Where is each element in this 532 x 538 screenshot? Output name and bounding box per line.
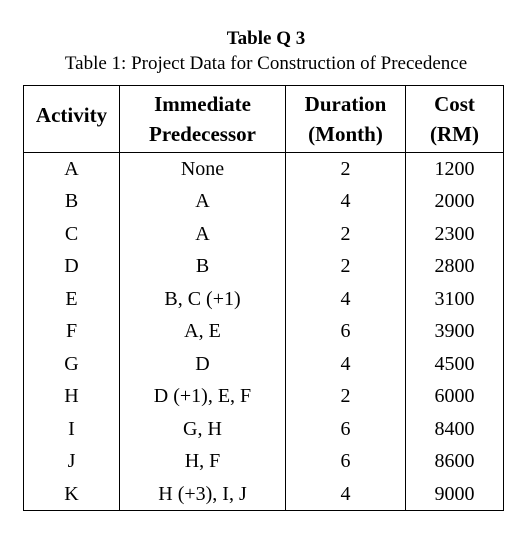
duration-cell: 6 — [285, 315, 406, 348]
table-row: E B, C (+1) 4 3100 — [23, 282, 504, 315]
column-header-activity-label: Activity — [35, 103, 108, 127]
duration-cell: 4 — [285, 477, 406, 511]
column-header-duration-line-2: (Month) — [308, 122, 383, 146]
predecessor-cell: A — [119, 185, 286, 218]
cost-cell: 6000 — [405, 380, 504, 413]
table-row: F A, E 6 3900 — [23, 315, 504, 348]
project-data-table: Activity Immediate Predecessor Duration … — [23, 85, 504, 511]
table-caption: Table 1: Project Data for Construction o… — [64, 53, 468, 74]
activity-cell: H — [23, 380, 120, 413]
cost-cell: 1200 — [405, 152, 504, 185]
table-row: D B 2 2800 — [23, 250, 504, 283]
activity-cell: B — [23, 185, 120, 218]
cost-cell: 2300 — [405, 217, 504, 250]
column-header-cost-line-2: (RM) — [430, 122, 479, 146]
cost-cell: 2000 — [405, 185, 504, 218]
activity-cell: D — [23, 250, 120, 283]
table-heading: Table Q 3 — [226, 28, 306, 49]
cost-cell: 8400 — [405, 412, 504, 445]
cost-cell: 8600 — [405, 445, 504, 478]
column-header-duration-line-1: Duration — [304, 92, 387, 116]
column-header-predecessor: Immediate Predecessor — [119, 85, 286, 153]
table-row: A None 2 1200 — [23, 152, 504, 185]
predecessor-cell: A, E — [119, 315, 286, 348]
duration-cell: 4 — [285, 282, 406, 315]
duration-cell: 4 — [285, 185, 406, 218]
cost-cell: 9000 — [405, 477, 504, 511]
column-header-cost-line-1: Cost — [434, 92, 475, 116]
column-header-cost: Cost (RM) — [405, 85, 504, 153]
header-row: Activity Immediate Predecessor Duration … — [23, 85, 504, 153]
table-row: I G, H 6 8400 — [23, 412, 504, 445]
activity-cell: K — [23, 477, 120, 511]
cost-cell: 4500 — [405, 347, 504, 380]
predecessor-cell: H (+3), I, J — [119, 477, 286, 511]
duration-cell: 6 — [285, 412, 406, 445]
table-row: C A 2 2300 — [23, 217, 504, 250]
activity-cell: G — [23, 347, 120, 380]
column-header-duration: Duration (Month) — [285, 85, 406, 153]
table-row: G D 4 4500 — [23, 347, 504, 380]
activity-cell: A — [23, 152, 120, 185]
predecessor-cell: G, H — [119, 412, 286, 445]
activity-cell: C — [23, 217, 120, 250]
duration-cell: 2 — [285, 250, 406, 283]
predecessor-cell: A — [119, 217, 286, 250]
cost-cell: 3900 — [405, 315, 504, 348]
column-header-activity: Activity — [23, 85, 120, 153]
table-row: B A 4 2000 — [23, 185, 504, 218]
duration-cell: 6 — [285, 445, 406, 478]
predecessor-cell: D (+1), E, F — [119, 380, 286, 413]
column-header-predecessor-line-1: Immediate — [154, 92, 251, 116]
table-row: J H, F 6 8600 — [23, 445, 504, 478]
cost-cell: 2800 — [405, 250, 504, 283]
activity-cell: J — [23, 445, 120, 478]
column-header-predecessor-line-2: Predecessor — [149, 122, 256, 146]
predecessor-cell: B, C (+1) — [119, 282, 286, 315]
activity-cell: I — [23, 412, 120, 445]
activity-cell: E — [23, 282, 120, 315]
duration-cell: 2 — [285, 380, 406, 413]
activity-cell: F — [23, 315, 120, 348]
duration-cell: 2 — [285, 152, 406, 185]
predecessor-cell: None — [119, 152, 286, 185]
table-row: K H (+3), I, J 4 9000 — [23, 477, 504, 511]
duration-cell: 2 — [285, 217, 406, 250]
cost-cell: 3100 — [405, 282, 504, 315]
predecessor-cell: D — [119, 347, 286, 380]
table-row: H D (+1), E, F 2 6000 — [23, 380, 504, 413]
duration-cell: 4 — [285, 347, 406, 380]
predecessor-cell: H, F — [119, 445, 286, 478]
predecessor-cell: B — [119, 250, 286, 283]
